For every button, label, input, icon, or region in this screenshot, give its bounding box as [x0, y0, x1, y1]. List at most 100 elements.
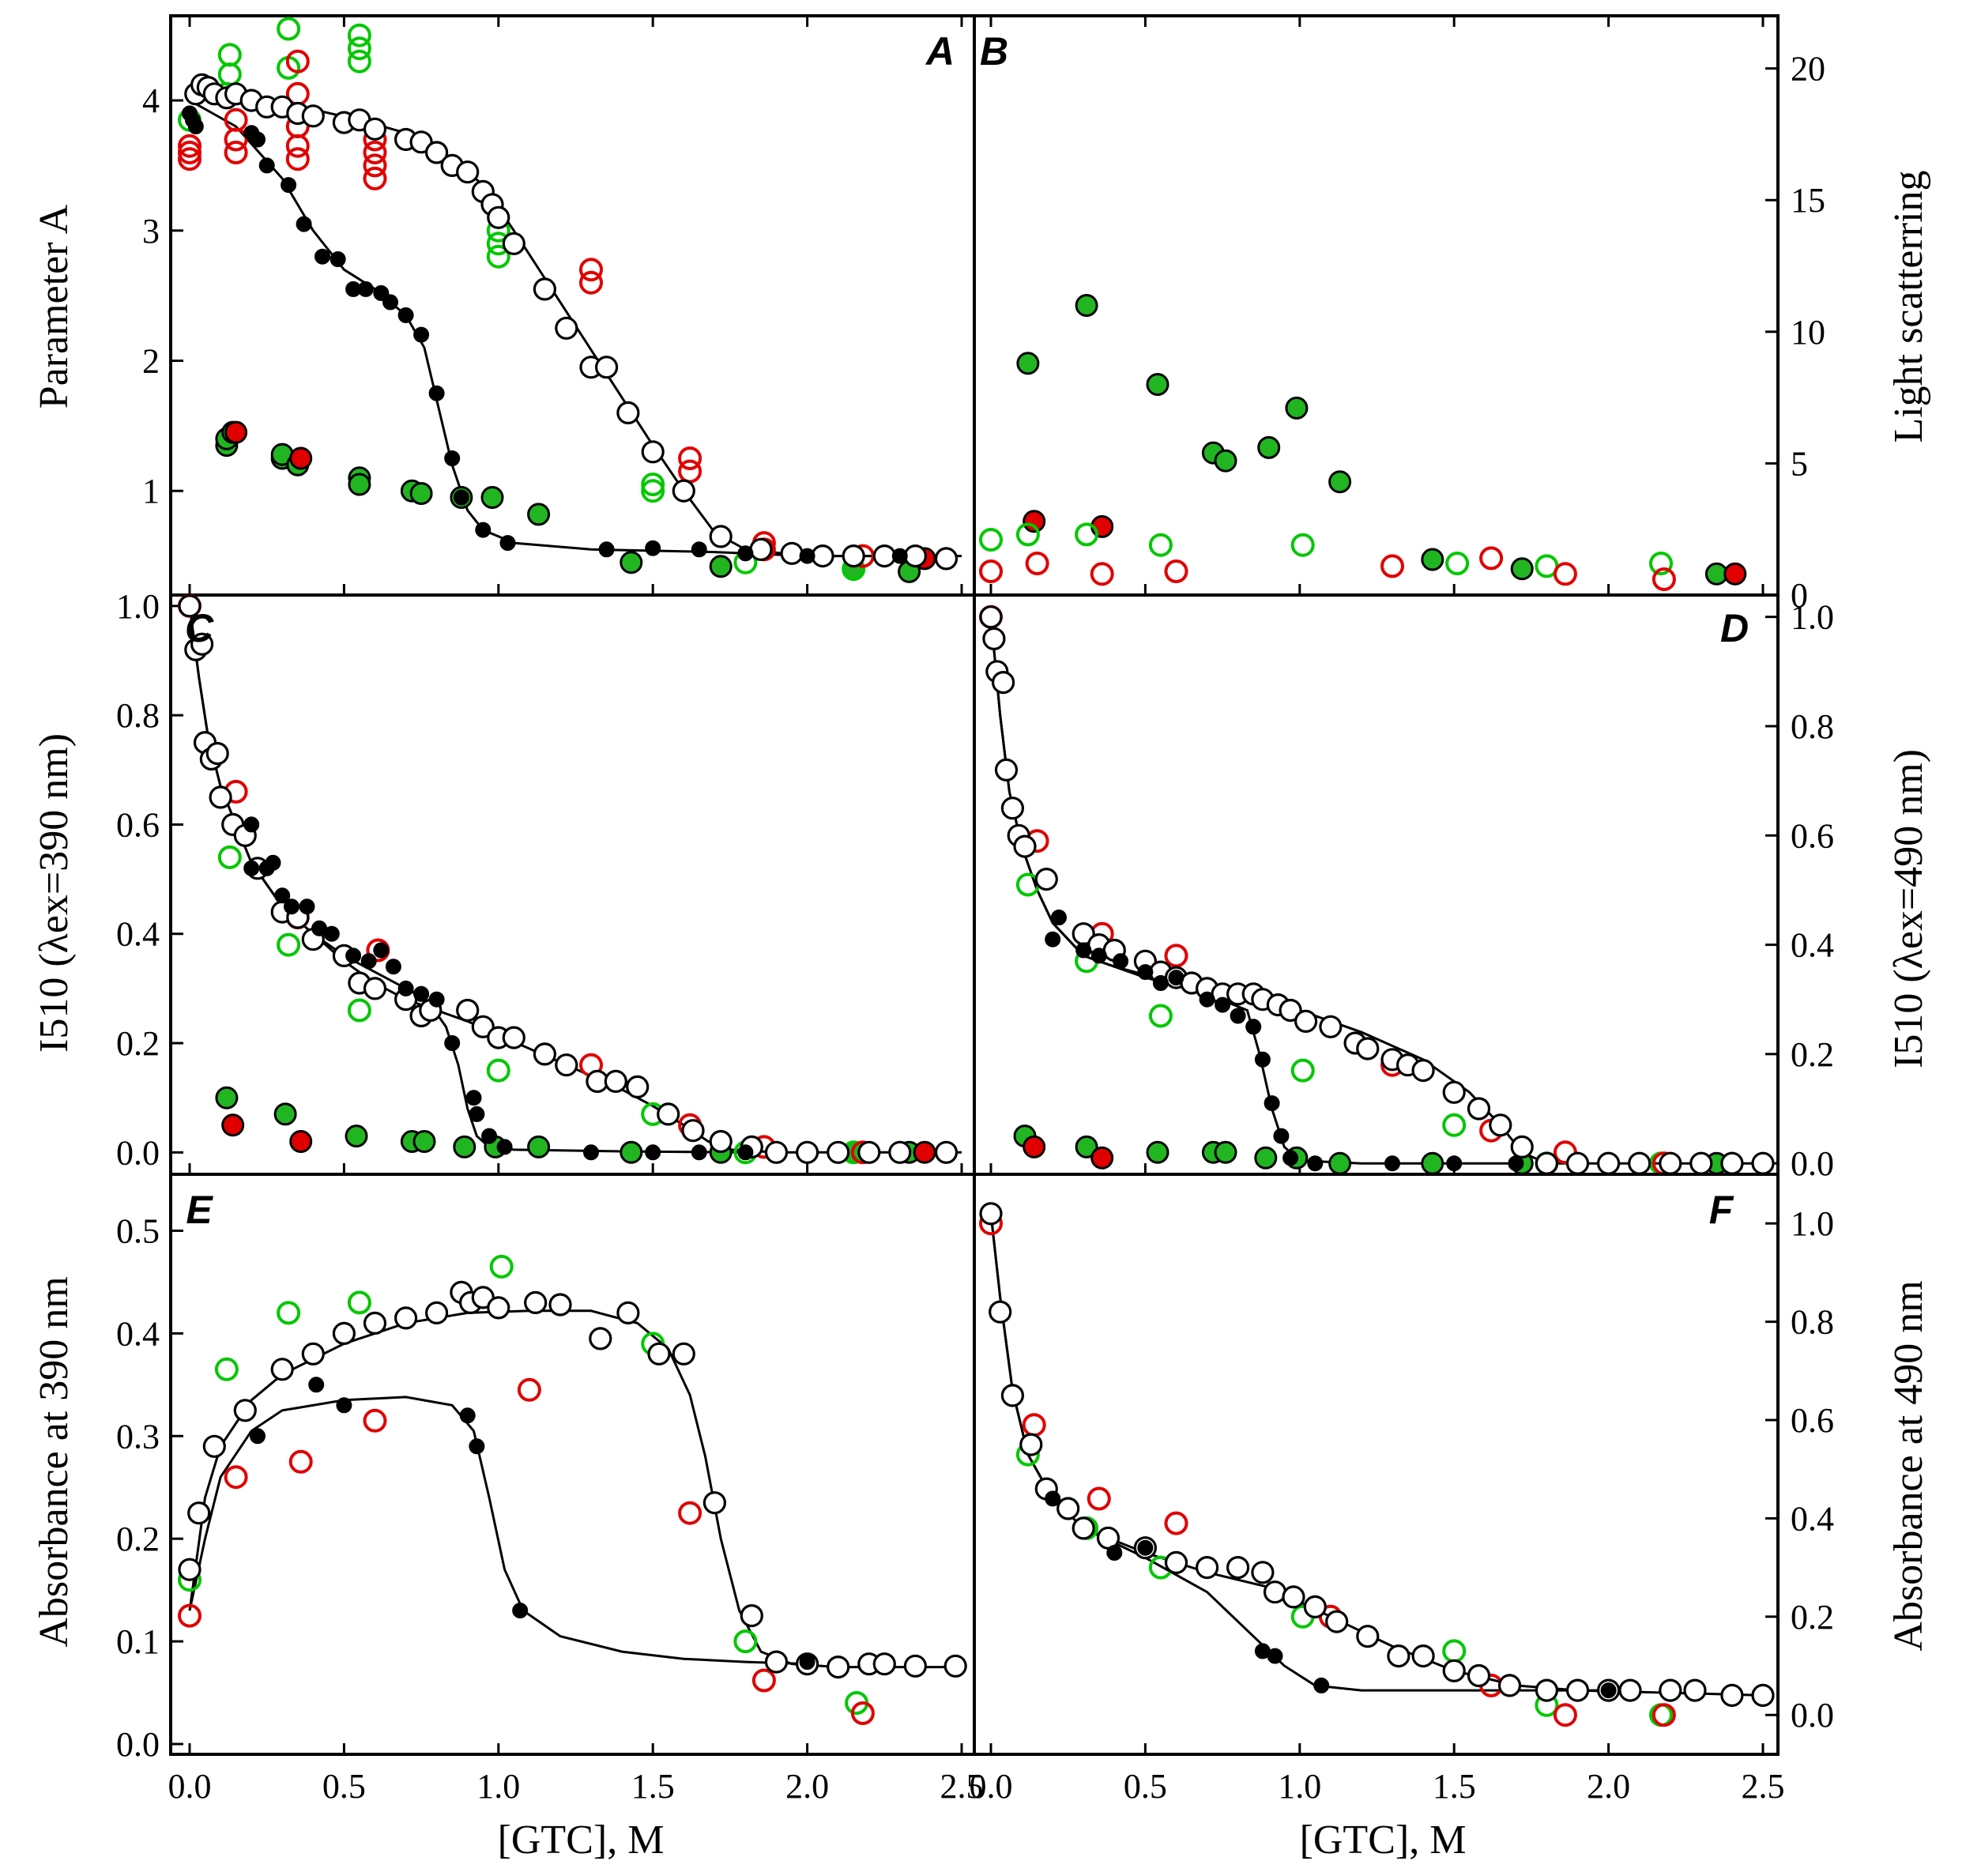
data-point-open-red [363, 153, 387, 178]
data-point-open-green [217, 62, 242, 87]
data-point-filled-black [1113, 953, 1129, 970]
data-point-filled-black [1045, 1490, 1061, 1507]
data-point-open-black [1618, 1678, 1642, 1702]
data-point-filled-black [598, 541, 615, 558]
data-point-filled-black [250, 131, 266, 148]
data-point-open-black [424, 1301, 449, 1325]
data-point-open-green [277, 1301, 301, 1325]
data-point-open-black [709, 1129, 733, 1154]
data-point-filled-black [512, 1603, 529, 1619]
data-point-open-red [678, 446, 702, 470]
data-point-open-black [626, 1075, 650, 1099]
data-point-filled-black [428, 991, 445, 1008]
data-point-open-black [456, 160, 480, 184]
data-point-filled-black [691, 541, 707, 558]
data-point-filled-black [1600, 1682, 1617, 1699]
data-point-open-black [827, 1656, 850, 1679]
data-point-open-black [1442, 1080, 1466, 1104]
data-point-open-green [1075, 522, 1099, 547]
data-point-filled-black [1152, 975, 1169, 991]
ylabel-f: Absorbance at 490 nm [1886, 1280, 1931, 1651]
y-tick-label: 0.2 [116, 1024, 160, 1063]
data-point-filled-black [481, 1128, 498, 1144]
data-point-open-black [672, 479, 695, 503]
data-point-filled-black [799, 1654, 815, 1671]
data-point-filled-black [360, 953, 377, 970]
data-point-open-green [217, 43, 242, 67]
x-tick-label: 0.5 [322, 1767, 366, 1806]
data-point-open-black [1751, 1151, 1775, 1175]
data-point-filled-green [1075, 1135, 1098, 1158]
fit-curve-fit-open [989, 616, 1763, 1165]
data-point-filled-black [1230, 1008, 1246, 1024]
data-point-open-black [604, 1069, 627, 1094]
data-point-filled-red [913, 1140, 936, 1164]
panel-e: 0.0 0.1 0.2 0.3 0.4 0.5 0.0 0.5 1.0 1.5 2.0 2.5 E [116, 1173, 984, 1806]
y-tick-label: 2 [142, 342, 160, 381]
data-point-open-green [1442, 1639, 1467, 1663]
data-point-filled-black [1264, 1095, 1280, 1112]
data-point-open-black [903, 544, 928, 568]
data-point-open-black [780, 541, 804, 565]
panel-f-frame [973, 1173, 1780, 1756]
data-point-filled-black [274, 887, 291, 904]
data-point-filled-black [243, 816, 260, 833]
data-point-filled-red [1023, 510, 1046, 533]
data-point-filled-green [480, 486, 504, 509]
data-point-open-black [764, 1140, 789, 1164]
y-tick-label: 1.0 [116, 587, 160, 626]
data-point-open-green [1148, 533, 1173, 557]
y-tick-label: 0.1 [116, 1622, 160, 1661]
data-point-open-red [517, 1377, 541, 1402]
x-tick-label: 2.5 [940, 1767, 984, 1806]
data-point-open-black [589, 1327, 612, 1350]
data-point-open-red [678, 1501, 702, 1525]
data-point-filled-black [330, 251, 346, 267]
panel-letter: F [1709, 1188, 1734, 1232]
data-point-open-black [934, 547, 959, 571]
data-point-filled-black [1168, 970, 1184, 986]
data-point-open-red [178, 141, 201, 164]
data-point-open-black [190, 632, 214, 656]
xlabel-left: [GTC], M [498, 1818, 665, 1863]
data-point-filled-green [620, 1140, 643, 1164]
data-point-open-black [616, 1301, 640, 1325]
ylabel-d: I510 (λex=490 nm) [1886, 749, 1931, 1068]
panel-d: 0.0 0.2 0.4 0.6 0.8 1.0 D [973, 593, 1834, 1183]
data-point-open-black [1596, 1151, 1621, 1175]
data-point-filled-black [1508, 1155, 1524, 1172]
y-tick-label: 4 [142, 81, 160, 120]
data-point-open-red [363, 141, 387, 164]
x-tick-label: 2.0 [785, 1767, 829, 1806]
data-point-open-green [733, 1629, 758, 1654]
data-point-open-black [1720, 1151, 1744, 1175]
y-tick-label: 0.6 [1791, 1401, 1834, 1440]
data-point-open-green [1148, 1004, 1173, 1028]
data-point-open-red [1087, 1486, 1111, 1511]
data-point-open-red [1164, 944, 1188, 968]
data-point-filled-black [583, 1144, 599, 1161]
data-point-open-black [1659, 1678, 1682, 1702]
data-point-filled-green [1285, 396, 1309, 420]
x-tick-label: 1.0 [476, 1767, 520, 1806]
data-point-filled-red [289, 446, 313, 470]
data-point-open-black [1628, 1151, 1652, 1175]
data-point-filled-black [296, 216, 312, 232]
data-point-open-black [594, 356, 619, 379]
data-point-open-black [764, 1650, 789, 1674]
fit-curve-fit-filled [188, 605, 746, 1154]
data-point-open-black [187, 1501, 211, 1525]
data-point-open-green [347, 23, 371, 47]
data-point-filled-black [413, 985, 430, 1002]
data-point-open-black [178, 1558, 201, 1581]
data-point-open-green [277, 17, 301, 41]
data-point-filled-red [1723, 562, 1747, 586]
y-tick-label: 0.5 [116, 1211, 160, 1250]
y-tick-label: 0.8 [1791, 1303, 1834, 1342]
ylabel-c: I510 (λex=390 nm) [32, 733, 77, 1053]
data-point-open-black [795, 1140, 819, 1164]
data-point-open-black [301, 104, 325, 128]
data-point-filled-black [499, 535, 516, 552]
data-point-open-black [487, 205, 510, 229]
